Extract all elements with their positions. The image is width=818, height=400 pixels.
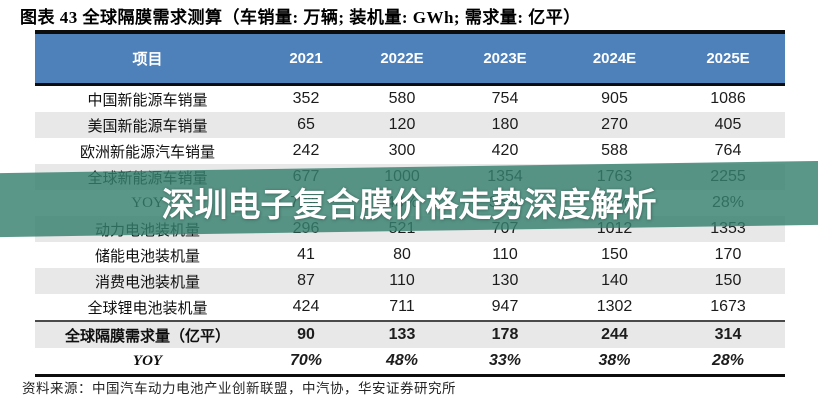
- cell-value: 314: [671, 320, 785, 348]
- cell-value: 90: [260, 320, 352, 348]
- column-header-2022e: 2022E: [352, 32, 452, 86]
- cell-value: 110: [492, 246, 518, 263]
- table-row: 储能电池装机量 41 80 110 150 170: [35, 242, 785, 268]
- cell-value: 70%: [289, 352, 323, 369]
- cell-value: 80: [393, 246, 411, 263]
- row-label: 全球隔膜需求量（亿平）: [35, 320, 260, 348]
- column-header-2025e: 2025E: [671, 32, 785, 86]
- cell-value: 244: [558, 320, 671, 348]
- cell-value: 711: [389, 298, 415, 315]
- watermark-text: 深圳电子复合膜价格走势深度解析: [161, 186, 657, 223]
- cell-value: 33%: [488, 352, 522, 369]
- row-label: 欧洲新能源汽车销量: [79, 144, 215, 161]
- cell-value: 65: [297, 116, 315, 133]
- row-label: 美国新能源车销量: [87, 118, 208, 135]
- row-label: 储能电池装机量: [94, 248, 200, 265]
- cell-value: 905: [601, 90, 628, 107]
- cell-value: 110: [389, 272, 415, 289]
- column-header-2023e: 2023E: [452, 32, 558, 86]
- cell-value: 28%: [711, 352, 745, 369]
- cell-value: 140: [601, 272, 628, 289]
- table-row: YOY 70% 48% 33% 38% 28%: [35, 348, 785, 376]
- column-header-item: 项目: [35, 32, 260, 86]
- cell-value: 87: [297, 272, 315, 289]
- cell-value: 405: [714, 116, 742, 133]
- cell-value: 133: [352, 320, 452, 348]
- table-row: 中国新能源车销量 352 580 754 905 1086: [35, 85, 785, 113]
- cell-value: 1302: [596, 298, 633, 315]
- cell-value: 764: [714, 142, 742, 159]
- column-header-2024e: 2024E: [558, 32, 671, 86]
- table-row: 欧洲新能源汽车销量 242 300 420 588 764: [35, 138, 785, 164]
- cell-value: 300: [388, 142, 416, 159]
- cell-value: 242: [292, 142, 320, 159]
- table-row: 全球锂电池装机量 424 711 947 1302 1673: [35, 294, 785, 321]
- cell-value: 1673: [710, 298, 746, 315]
- cell-value: 130: [491, 272, 519, 289]
- source-note: 资料来源：中国汽车动力电池产业创新联盟，中汽协，华安证券研究所: [22, 381, 456, 396]
- cell-value: 120: [388, 116, 416, 133]
- cell-value: 270: [601, 116, 628, 133]
- cell-value: 170: [714, 246, 742, 263]
- row-label: 中国新能源车销量: [87, 92, 208, 109]
- cell-value: 180: [491, 116, 519, 133]
- row-label: 全球锂电池装机量: [87, 300, 208, 317]
- row-label: YOY: [132, 352, 163, 369]
- cell-value: 580: [388, 90, 416, 107]
- cell-value: 41: [297, 246, 315, 263]
- table-row: 美国新能源车销量 65 120 180 270 405: [35, 112, 785, 138]
- cell-value: 420: [491, 142, 519, 159]
- row-label: 消费电池装机量: [94, 274, 200, 291]
- cell-value: 150: [714, 272, 742, 289]
- cell-value: 352: [292, 90, 320, 107]
- table-header-row: 项目 2021 2022E 2023E 2024E 2025E: [35, 32, 785, 86]
- cell-value: 947: [491, 298, 519, 315]
- cell-value: 1086: [710, 90, 746, 107]
- cell-value: 754: [491, 90, 519, 107]
- table-row: 全球隔膜需求量（亿平） 90 133 178 244 314: [35, 320, 785, 348]
- cell-value: 150: [601, 246, 628, 263]
- cell-value: 48%: [385, 352, 419, 369]
- cell-value: 588: [601, 142, 628, 159]
- figure-title: 图表 43 全球隔膜需求测算（车销量: 万辆; 装机量: GWh; 需求量: 亿…: [20, 8, 581, 27]
- cell-value: 424: [292, 298, 320, 315]
- column-header-2021: 2021: [260, 32, 352, 86]
- cell-value: 178: [452, 320, 558, 348]
- table-row: 消费电池装机量 87 110 130 140 150: [35, 268, 785, 294]
- cell-value: 38%: [598, 352, 631, 369]
